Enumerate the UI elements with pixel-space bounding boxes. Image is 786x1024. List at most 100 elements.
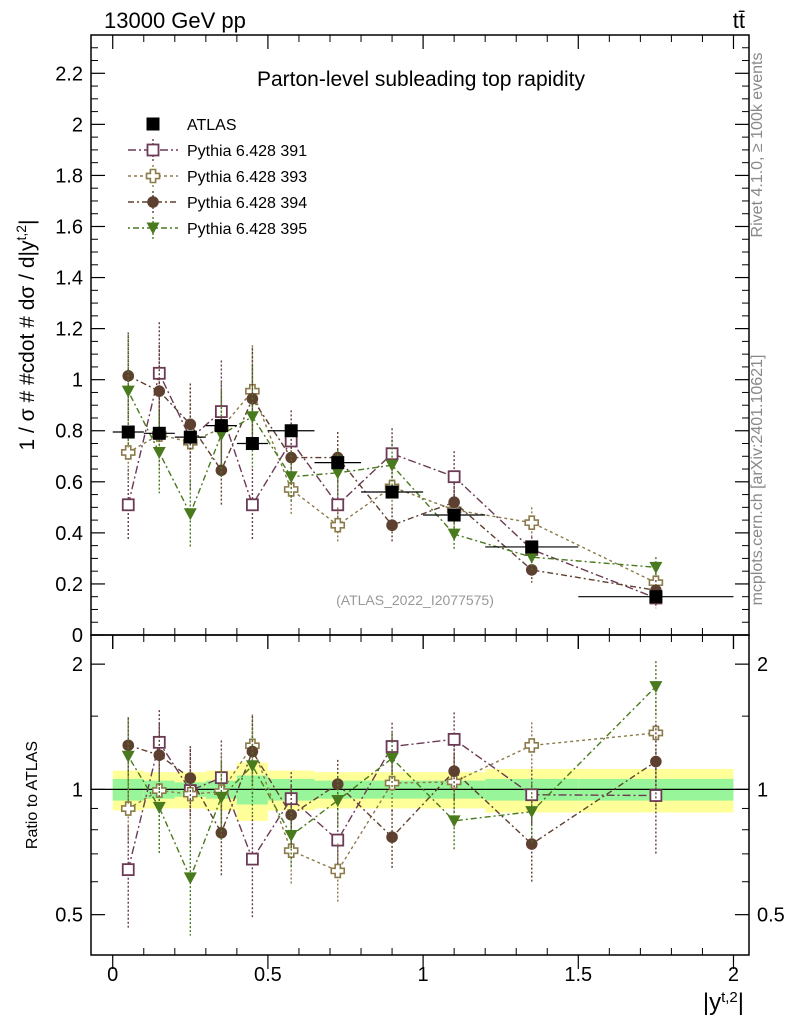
series-1-ratio-point <box>214 771 228 785</box>
series-3-point <box>184 418 197 431</box>
atlas-point <box>152 426 166 440</box>
x-tick-label: 1.5 <box>564 964 592 986</box>
legend-marker-2 <box>145 168 161 184</box>
series-3-ratio-point <box>448 765 460 777</box>
atlas-point <box>121 425 135 439</box>
y-tick-label: 1.8 <box>55 165 83 187</box>
series-3-ratio-point <box>285 809 297 821</box>
atlas-point <box>214 419 228 433</box>
series-3-point <box>153 385 166 397</box>
series-2-point <box>120 445 136 460</box>
series-3-ratio-point <box>246 745 259 758</box>
x-tick-label: 1 <box>418 964 429 986</box>
series-1-ratio-point <box>245 852 259 866</box>
series-3-ratio-point <box>215 826 228 839</box>
series-4-ratio-point <box>121 750 135 763</box>
x-axis-label: |yt,2| <box>703 989 744 1017</box>
series-3-ratio-point <box>331 778 344 790</box>
series-2-ratio-point <box>524 738 540 753</box>
series-3-point <box>215 464 228 477</box>
y-tick-label: 1.4 <box>55 268 83 290</box>
y-tick-label: 1 <box>72 370 83 392</box>
ratio-tick-label: 2 <box>72 654 83 676</box>
y-tick-label: 0.2 <box>55 574 83 596</box>
series-4-ratio-point <box>331 794 345 807</box>
series-1-ratio-point <box>525 788 539 802</box>
y-tick-label: 0.6 <box>55 472 83 494</box>
series-2-point <box>524 515 540 530</box>
legend-label: Pythia 6.428 394 <box>187 195 307 212</box>
series-4-ratio <box>121 661 663 936</box>
series-4-point <box>245 411 259 424</box>
legend-label: Pythia 6.428 391 <box>187 143 307 160</box>
atlas-point <box>284 424 298 438</box>
series-1-ratio-point <box>152 735 166 749</box>
y-tick-label: 0.8 <box>55 421 83 443</box>
atlas-point <box>245 437 259 451</box>
y-tick-label: 2.2 <box>55 63 83 85</box>
series-4-point <box>447 528 461 541</box>
series-4-point <box>525 551 539 564</box>
ratio-tick-label: 0.5 <box>55 905 83 927</box>
legend-marker-atlas <box>146 117 160 131</box>
series-2-ratio-point <box>283 843 299 858</box>
series-4-ratio-point <box>385 752 399 765</box>
y-tick-label: 2 <box>72 114 83 136</box>
rivet-label: Rivet 4.1.0, ≥ 100k events <box>749 53 766 238</box>
series-4-ratio-point <box>214 791 228 804</box>
series-4-point <box>284 471 298 484</box>
ratio-tick-label: 1 <box>72 779 83 801</box>
atlas-data <box>112 419 734 604</box>
series-3-ratio-point <box>184 772 197 784</box>
series-4-ratio-point <box>245 760 259 773</box>
series-4-ratio-line <box>127 686 657 880</box>
series-4-point <box>331 467 345 480</box>
series-2-ratio-point <box>330 863 346 879</box>
x-tick-label: 0 <box>107 964 118 986</box>
atlas-point <box>649 590 663 604</box>
series-4-ratio-point <box>183 872 197 885</box>
series-1-ratio-point <box>121 863 135 877</box>
series-2-ratio-point <box>151 783 167 798</box>
series-3-ratio-point <box>525 838 538 850</box>
y-tick-label: 1.6 <box>55 216 83 238</box>
atlas-point <box>183 430 197 444</box>
atlas-point <box>447 508 461 522</box>
y-tick-label: 0 <box>72 625 83 647</box>
atlas-point <box>525 540 539 554</box>
series-1-point <box>245 498 259 512</box>
series-1-ratio-point <box>649 789 663 802</box>
y-axis-label: 1 / σ # #cdot # dσ / d|yt,2| <box>13 219 39 450</box>
process-label: tt̄ <box>733 8 745 33</box>
series-3-point <box>285 451 297 464</box>
legend-label: Pythia 6.428 393 <box>187 169 307 186</box>
series-3-ratio-point <box>122 739 135 752</box>
series-1-ratio-point <box>447 732 461 746</box>
legend: ATLAS Pythia 6.428 391 Pythia 6.428 393 Pyt… <box>128 117 307 239</box>
mcplots-label: mcplots.cern.ch [arXiv:2401.10621] <box>749 355 766 606</box>
analysis-id: (ATLAS_2022_I2077575) <box>336 592 494 608</box>
series-4-point <box>121 385 135 398</box>
series-2-point <box>330 517 346 533</box>
series-4-ratio-point <box>649 681 663 694</box>
atlas-point <box>385 485 399 499</box>
legend-marker-4 <box>146 222 160 235</box>
ratio-frame <box>90 634 750 956</box>
series-1-point <box>447 470 461 484</box>
atlas-point <box>331 456 345 470</box>
series-4-ratio-point <box>284 829 298 842</box>
series-2-point <box>283 482 299 497</box>
ratio-tick-label-right: 0.5 <box>757 905 785 927</box>
series-4-point <box>385 459 399 472</box>
x-tick-label: 2 <box>728 964 739 986</box>
series-4-ratio-point <box>447 815 461 828</box>
series-1-point <box>121 498 135 512</box>
series-4-ratio-point <box>525 806 539 819</box>
series-1-point <box>331 498 345 512</box>
ratio-y-axis-label: Ratio to ATLAS <box>24 741 41 849</box>
series-2-ratio-point <box>120 801 136 816</box>
series-3-ratio-point <box>650 755 662 768</box>
series-3-ratio-point <box>153 749 166 761</box>
series-4-ratio-point <box>152 801 166 814</box>
